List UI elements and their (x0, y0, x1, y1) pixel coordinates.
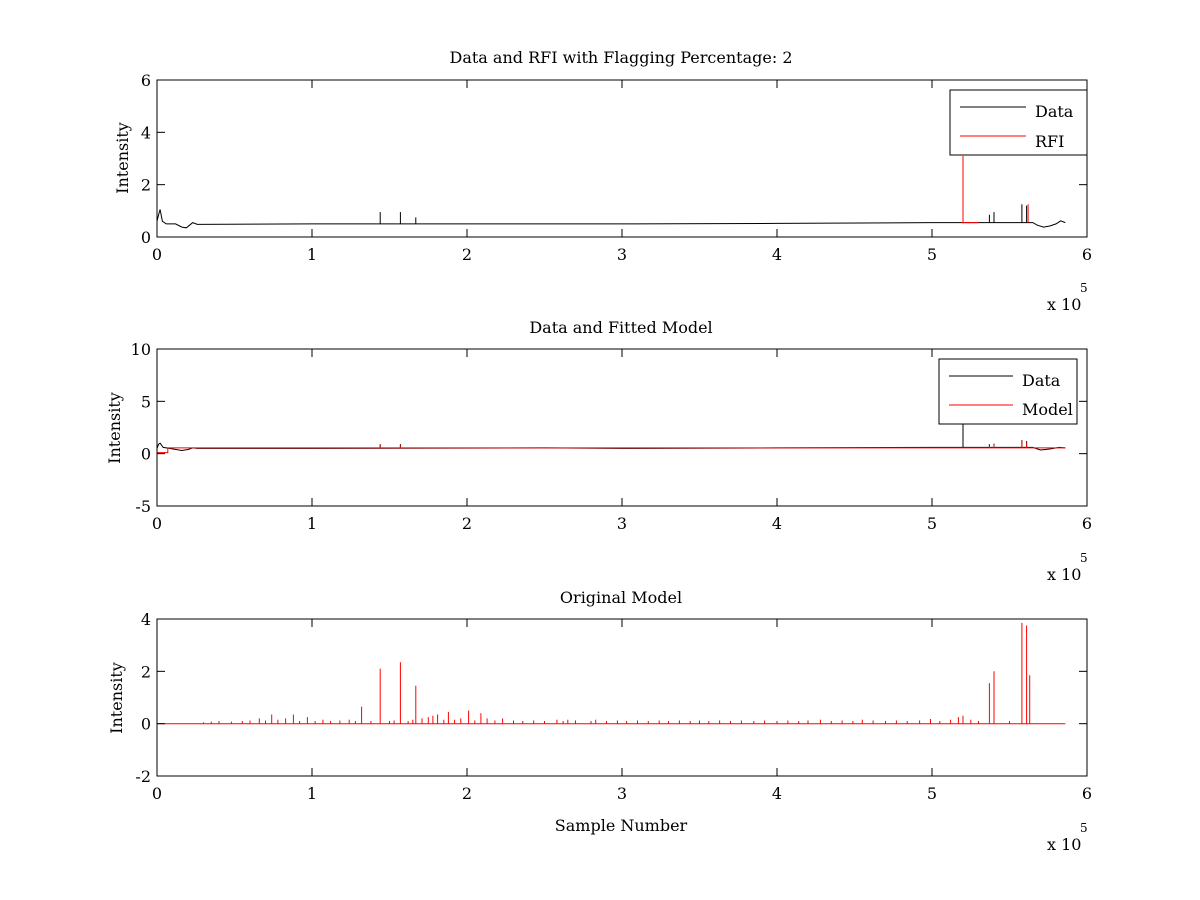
subplot-2-x-tick-label: 6 (1082, 514, 1092, 533)
subplot-2-y-tick-label: -5 (135, 497, 151, 516)
subplot-1-x-tick-label: 4 (772, 245, 782, 264)
subplot-1-ylabel: Intensity (113, 122, 132, 194)
subplot-1-x-tick-label: 0 (152, 245, 162, 264)
subplot-2-x-exponent: x 10 (1047, 565, 1081, 584)
subplot-1-title: Data and RFI with Flagging Percentage: 2 (449, 48, 792, 67)
subplot-3-y-tick-label: 0 (141, 715, 151, 734)
subplot-2-legend-label-data: Data (1022, 371, 1061, 390)
subplot-2-y-tick-label: 10 (131, 340, 151, 359)
subplot-1-y-tick-label: 6 (141, 71, 151, 90)
subplot-3-x-tick-label: 2 (462, 784, 472, 803)
subplot-2-ylabel: Intensity (105, 392, 124, 464)
subplot-2-series-data (156, 424, 1066, 452)
subplot-2-x-exponent-power: 5 (1080, 551, 1088, 565)
subplot-3-xlabel: Sample Number (555, 816, 688, 835)
subplot-3-x-exponent-power: 5 (1080, 821, 1088, 835)
subplot-1-series-rfi (961, 155, 1029, 224)
subplot-1-x-tick-label: 6 (1082, 245, 1092, 264)
subplot-1-series-data (156, 204, 1066, 229)
subplot-3-series-model (157, 622, 1066, 725)
subplot-2: Data and Fitted Model Intensity 0 1 2 3 4 5 6 -… (105, 318, 1092, 584)
subplot-3-x-tick-label: 4 (772, 784, 782, 803)
subplot-2-x-tick-label: 4 (772, 514, 782, 533)
subplot-1-x-tick-label: 5 (927, 245, 937, 264)
subplot-2-data-line (156, 442, 1066, 452)
subplot-3-x-tick-label: 0 (152, 784, 162, 803)
subplot-2-legend: Data Model (938, 358, 1078, 425)
subplot-2-x-tick-label: 5 (927, 514, 937, 533)
subplot-2-x-tick-label: 2 (462, 514, 472, 533)
subplot-3-x-tick-label: 5 (927, 784, 937, 803)
subplot-1-plot-area: 0 1 2 3 4 5 6 0 2 4 6 (141, 71, 1092, 264)
subplot-2-x-tick-label: 1 (307, 514, 317, 533)
subplot-2-legend-box (938, 358, 1078, 425)
subplot-1-x-exponent-power: 5 (1080, 281, 1088, 295)
subplot-3-x-tick-label: 6 (1082, 784, 1092, 803)
subplot-3-ylabel: Intensity (107, 662, 126, 734)
subplot-3-x-tick-label: 1 (307, 784, 317, 803)
subplot-1-axes-frame (156, 79, 1088, 238)
subplot-3-axes-frame (156, 618, 1088, 777)
subplot-2-legend-label-model: Model (1022, 400, 1073, 419)
subplot-1-data-line (156, 209, 1066, 229)
subplot-2-x-tick-label: 3 (617, 514, 627, 533)
subplot-1-y-tick-label: 0 (141, 228, 151, 247)
subplot-3-title: Original Model (560, 588, 682, 607)
subplot-2-model-line (157, 447, 1066, 454)
subplot-1-legend-label-data: Data (1035, 102, 1074, 121)
subplot-2-x-tick-label: 0 (152, 514, 162, 533)
subplot-3-y-tick-label: 4 (141, 610, 151, 629)
subplot-1-x-tick-label: 3 (617, 245, 627, 264)
subplot-3-x-exponent: x 10 (1047, 835, 1081, 854)
subplot-3-y-tick-label: 2 (141, 662, 151, 681)
subplot-2-y-tick-label: 5 (141, 392, 151, 411)
subplot-1-legend-box (949, 89, 1088, 156)
subplot-1-y-tick-label: 2 (141, 176, 151, 195)
subplot-1-legend: Data RFI (949, 89, 1088, 156)
subplot-2-series-model (157, 440, 1066, 454)
subplot-3-y-tick-label: -2 (135, 767, 151, 786)
subplot-1-legend-label-rfi: RFI (1035, 132, 1064, 151)
subplot-1: Data and RFI with Flagging Percentage: 2… (113, 48, 1092, 314)
subplot-1-x-tick-label: 1 (307, 245, 317, 264)
subplot-1-x-exponent: x 10 (1047, 295, 1081, 314)
subplot-2-title: Data and Fitted Model (529, 318, 712, 337)
subplot-3-x-tick-label: 3 (617, 784, 627, 803)
subplot-1-x-tick-label: 2 (462, 245, 472, 264)
subplot-2-y-tick-label: 0 (141, 445, 151, 464)
subplot-1-y-tick-label: 4 (141, 123, 151, 142)
